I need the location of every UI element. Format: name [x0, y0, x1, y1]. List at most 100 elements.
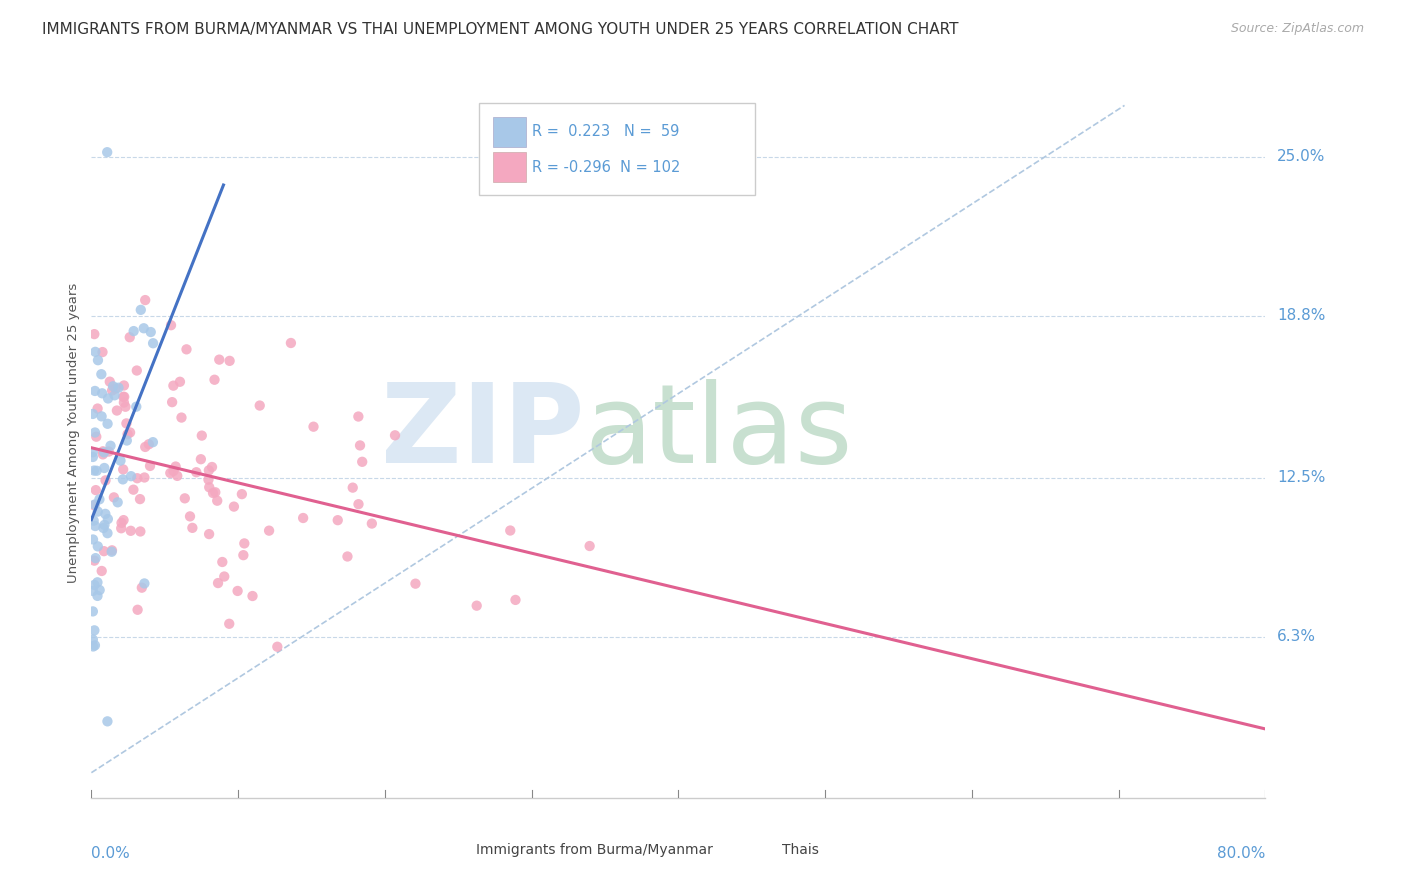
Point	[84, 551, 107, 566]
Point	[83, 578, 105, 592]
Point	[218, 616, 240, 631]
Point	[86, 575, 108, 590]
Y-axis label: Unemployment Among Youth under 25 years: Unemployment Among Youth under 25 years	[67, 283, 80, 582]
Point	[96, 526, 118, 541]
Point	[104, 382, 127, 396]
Point	[89, 582, 111, 597]
FancyBboxPatch shape	[441, 837, 472, 862]
Text: R =  0.223   N =  59: R = 0.223 N = 59	[531, 125, 679, 139]
Point	[91, 345, 114, 359]
Point	[201, 460, 224, 475]
Point	[384, 428, 406, 442]
Point	[90, 409, 112, 424]
Point	[160, 395, 183, 409]
Point	[105, 403, 128, 417]
Point	[83, 498, 105, 512]
Point	[83, 514, 105, 528]
Text: IMMIGRANTS FROM BURMA/MYANMAR VS THAI UNEMPLOYMENT AMONG YOUTH UNDER 25 YEARS CO: IMMIGRANTS FROM BURMA/MYANMAR VS THAI UN…	[42, 22, 959, 37]
Point	[115, 434, 138, 448]
Text: Immigrants from Burma/Myanmar: Immigrants from Burma/Myanmar	[477, 843, 713, 856]
Point	[84, 638, 107, 652]
Point	[82, 445, 104, 459]
Point	[101, 384, 124, 398]
Point	[197, 473, 219, 487]
Point	[181, 521, 204, 535]
Point	[125, 363, 148, 377]
Point	[142, 435, 165, 450]
FancyBboxPatch shape	[479, 103, 755, 195]
Point	[93, 445, 115, 459]
Point	[208, 352, 231, 367]
Point	[132, 321, 155, 335]
Point	[505, 593, 527, 607]
Point	[87, 353, 110, 368]
Point	[222, 500, 245, 514]
Point	[347, 497, 370, 511]
Point	[207, 576, 229, 591]
Point	[96, 145, 118, 160]
Point	[249, 399, 271, 413]
Text: 6.3%: 6.3%	[1277, 629, 1316, 644]
Point	[292, 511, 315, 525]
Point	[347, 409, 370, 424]
Point	[176, 343, 198, 357]
Point	[83, 624, 105, 638]
Point	[112, 390, 135, 404]
Point	[198, 463, 221, 477]
Point	[266, 640, 288, 654]
Text: Source: ZipAtlas.com: Source: ZipAtlas.com	[1230, 22, 1364, 36]
Point	[465, 599, 488, 613]
Point	[112, 395, 135, 409]
Point	[90, 368, 112, 382]
Point	[120, 425, 142, 440]
Point	[96, 714, 118, 729]
Point	[86, 464, 108, 478]
Point	[89, 492, 111, 507]
Point	[191, 428, 214, 442]
Point	[82, 533, 104, 547]
Point	[110, 521, 132, 535]
Point	[204, 485, 226, 500]
Point	[134, 293, 156, 307]
Point	[93, 517, 115, 532]
Point	[139, 325, 162, 339]
Point	[129, 524, 152, 539]
Point	[84, 344, 107, 359]
Point	[578, 539, 600, 553]
Point	[165, 459, 187, 474]
Point	[101, 543, 124, 558]
Text: ZIP: ZIP	[381, 379, 585, 486]
Point	[118, 330, 141, 344]
Point	[83, 327, 105, 342]
Point	[186, 465, 208, 479]
Point	[349, 438, 371, 452]
Point	[84, 430, 107, 444]
Point	[110, 453, 132, 467]
Point	[122, 483, 145, 497]
Point	[127, 603, 149, 617]
Point	[202, 486, 225, 500]
Point	[82, 407, 104, 421]
Point	[162, 378, 184, 392]
FancyBboxPatch shape	[494, 153, 526, 183]
Point	[134, 440, 156, 454]
Text: Thais: Thais	[782, 843, 818, 856]
Point	[84, 519, 107, 533]
Point	[122, 324, 145, 338]
Point	[162, 464, 184, 478]
Point	[97, 392, 120, 406]
Text: 12.5%: 12.5%	[1277, 470, 1326, 485]
Point	[111, 472, 134, 486]
Point	[342, 481, 364, 495]
Point	[211, 555, 233, 569]
Point	[94, 507, 117, 521]
Point	[100, 545, 122, 559]
Point	[97, 512, 120, 526]
Point	[82, 450, 104, 464]
Point	[198, 480, 221, 494]
Point	[87, 505, 110, 519]
Point	[91, 444, 114, 458]
Point	[129, 492, 152, 507]
Point	[139, 458, 162, 473]
Point	[83, 464, 105, 478]
